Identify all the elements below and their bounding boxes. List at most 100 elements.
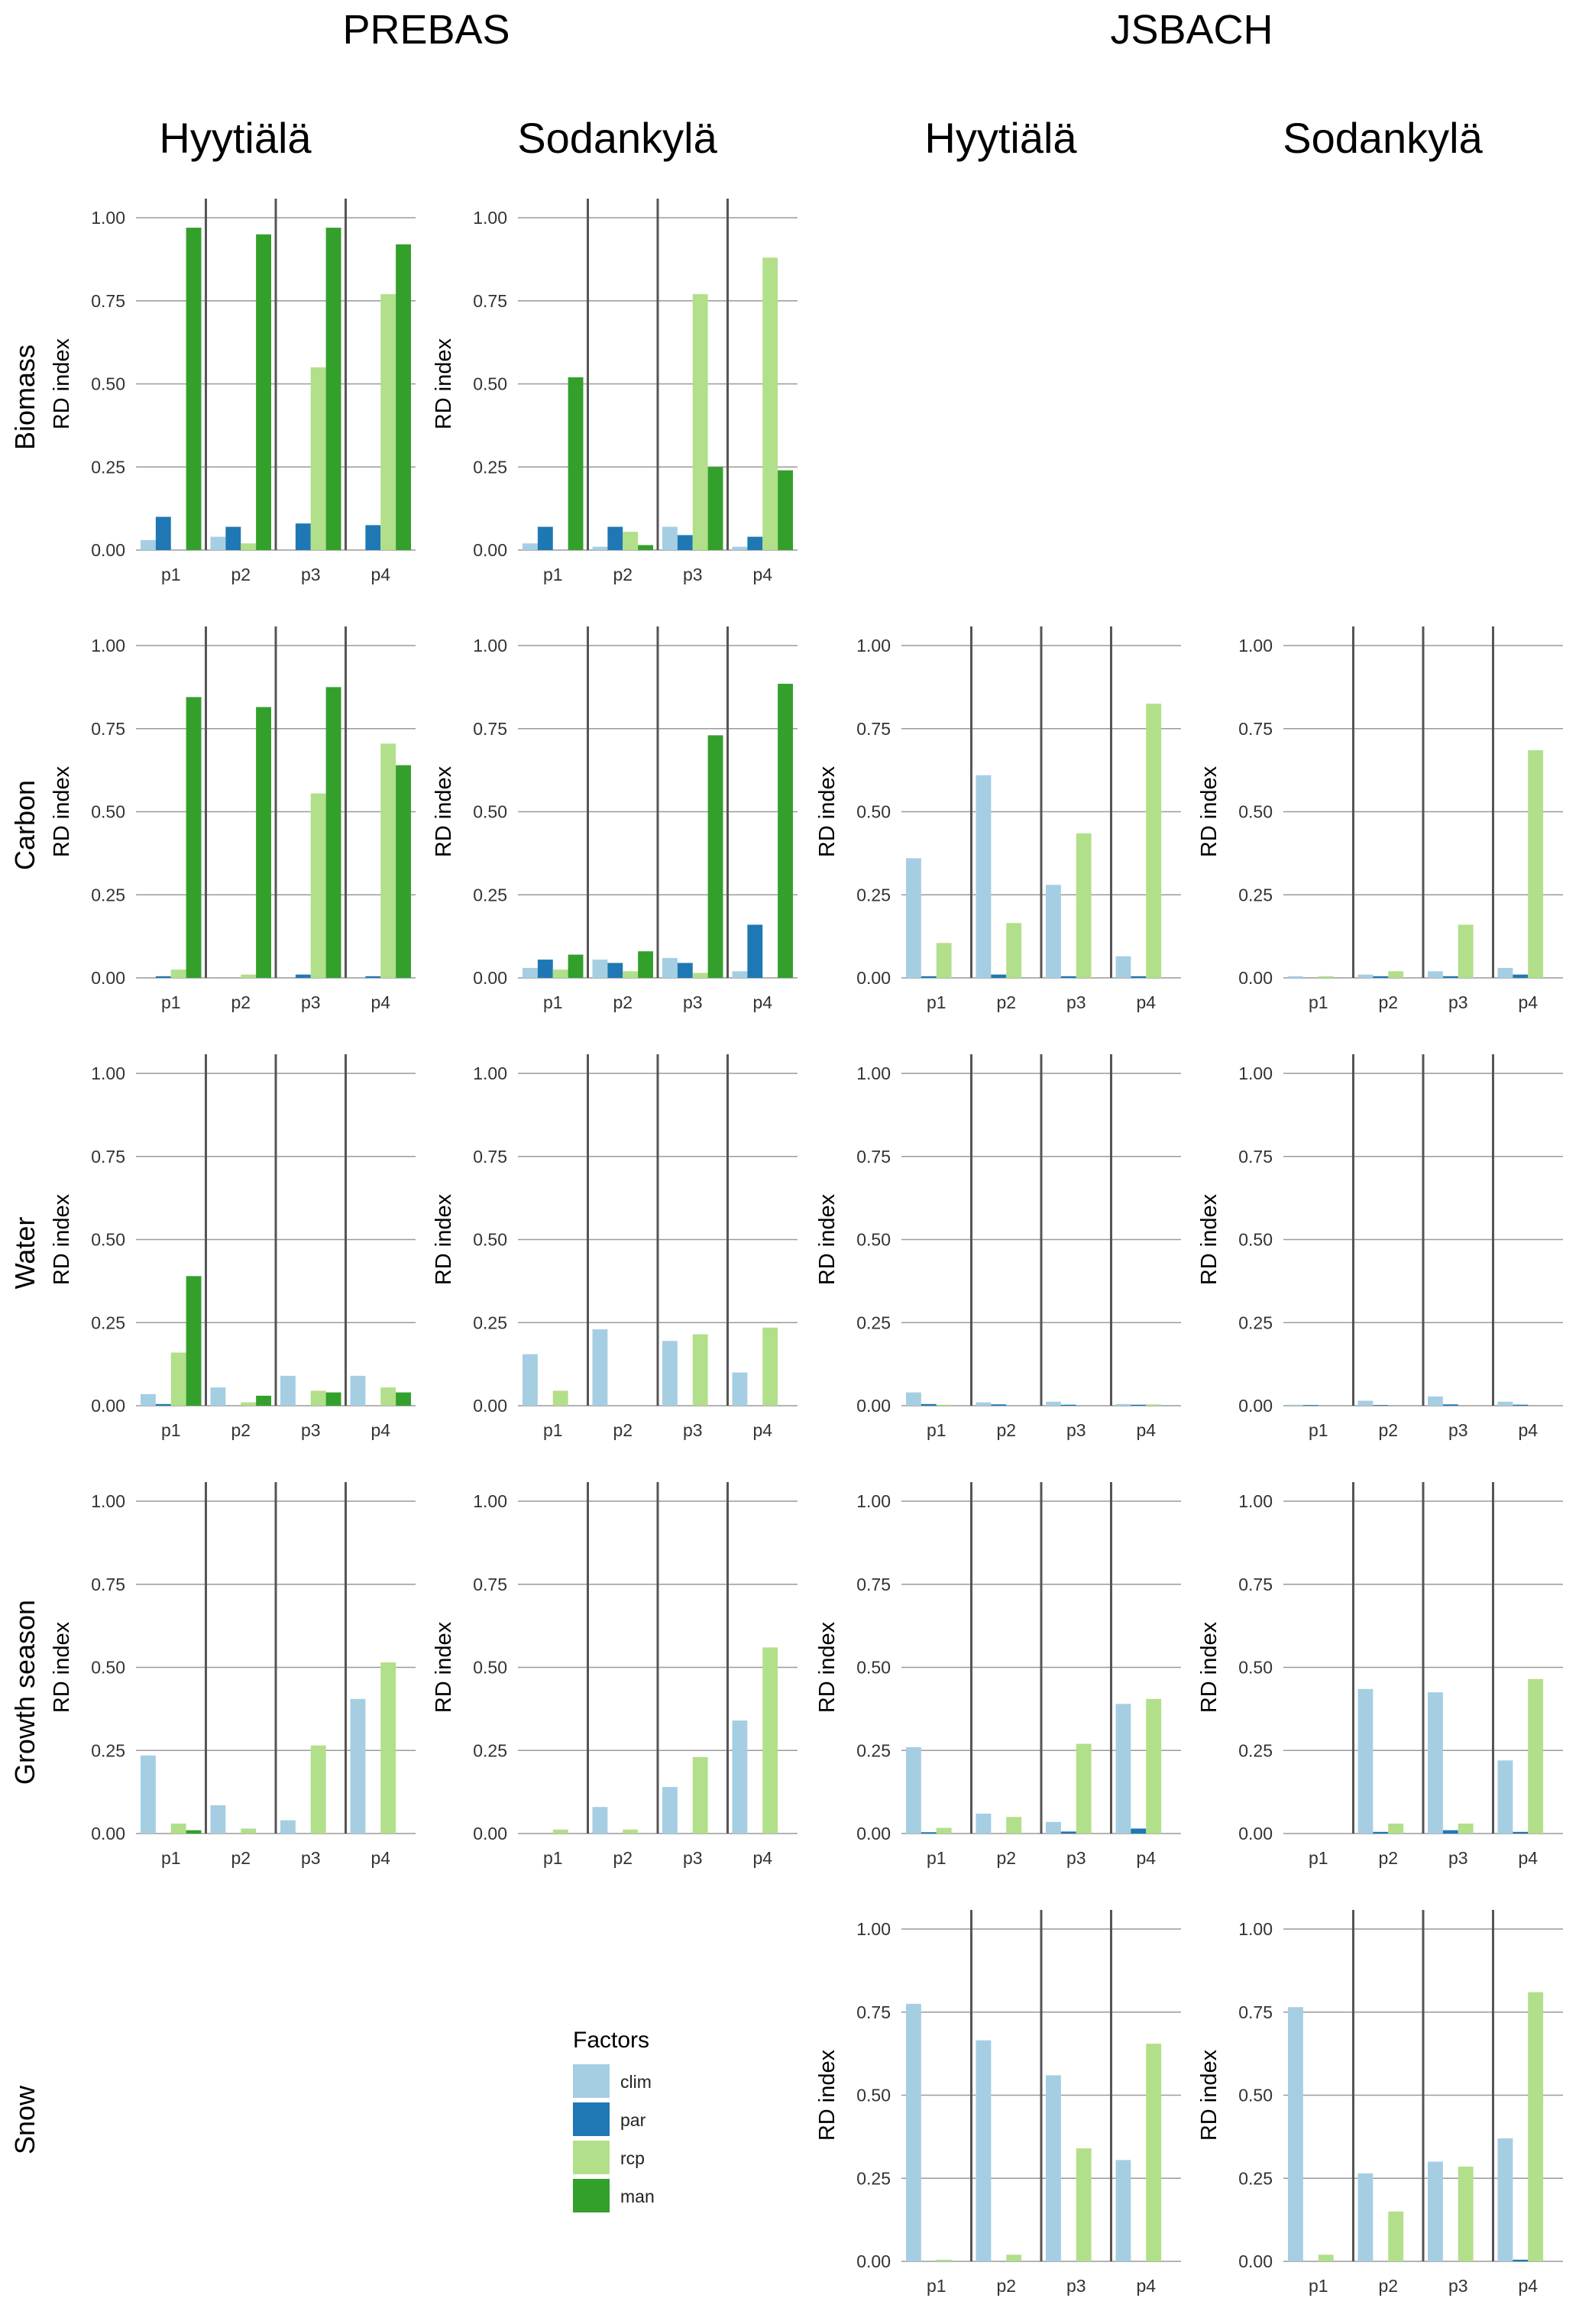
- panel-prebas-hyytiala-water: 0.00 0.25 0.50 0.75 1.00 RD index p1 p2 p3 p4: [50, 1054, 416, 1440]
- panel-prebas-hyytiala-growth-season-bar-p1-man: [186, 1830, 202, 1834]
- panel-jsbach-hyytiala-growth-season-bar-p3-clim: [1046, 1821, 1061, 1834]
- panel-prebas-hyytiala-growth-season-xtick: p4: [370, 1848, 390, 1868]
- panel-prebas-sodankyla-biomass: 0.00 0.25 0.50 0.75 1.00 RD index p1 p2 p3 p4: [432, 199, 798, 584]
- panel-prebas-hyytiala-water-xtick: p1: [161, 1420, 181, 1440]
- panel-jsbach-sodankyla-water-bar-p2-clim: [1357, 1400, 1374, 1406]
- panel-jsbach-hyytiala-snow-bar-p2-rcp: [1006, 2254, 1022, 2261]
- row-label-carbon: Carbon: [9, 780, 40, 870]
- panel-jsbach-sodankyla-water: 0.00 0.25 0.50 0.75 1.00 RD index p1 p2 p3 p4: [1197, 1054, 1563, 1440]
- panel-jsbach-hyytiala-growth-season-bar-p2-clim: [976, 1813, 992, 1834]
- panel-jsbach-sodankyla-growth-season-bar-p4-clim: [1497, 1760, 1513, 1834]
- panel-prebas-hyytiala-water-bar-p1-man: [186, 1276, 202, 1406]
- panel-prebas-hyytiala-carbon-ylabel: RD index: [50, 765, 74, 857]
- panel-jsbach-sodankyla-growth-season-bar-p2-clim: [1357, 1688, 1374, 1834]
- panel-jsbach-sodankyla-growth-season-bar-p3-clim: [1428, 1692, 1443, 1834]
- panel-jsbach-sodankyla-carbon-ytick: 0.00: [1238, 968, 1273, 988]
- panel-prebas-hyytiala-water-bar-p1-rcp: [170, 1352, 186, 1406]
- panel-prebas-hyytiala-carbon-xtick: p1: [161, 992, 181, 1012]
- panel-prebas-sodankyla-water-bar-p2-clim: [592, 1329, 608, 1406]
- panel-prebas-hyytiala-growth-season-ytick: 0.00: [91, 1824, 125, 1843]
- panel-jsbach-hyytiala-carbon-xtick: p3: [1066, 992, 1086, 1012]
- panel-prebas-hyytiala-growth-season: 0.00 0.25 0.50 0.75 1.00 RD index p1 p2 p3 p4: [50, 1482, 416, 1868]
- panel-prebas-sodankyla-water-bar-p4-clim: [732, 1372, 748, 1406]
- panel-prebas-hyytiala-water-ytick: 0.25: [91, 1313, 125, 1332]
- panel-prebas-sodankyla-growth-season-xtick: p1: [543, 1848, 563, 1868]
- panel-jsbach-sodankyla-carbon-xtick: p2: [1378, 992, 1398, 1012]
- panel-prebas-hyytiala-carbon-ytick: 0.75: [91, 719, 125, 739]
- panel-jsbach-sodankyla-growth-season-ytick: 0.50: [1238, 1658, 1273, 1678]
- panel-prebas-sodankyla-carbon-bar-p2-rcp: [623, 971, 639, 978]
- panel-jsbach-hyytiala-water-bar-p3-clim: [1046, 1401, 1061, 1406]
- panel-jsbach-hyytiala-growth-season-bar-p4-par: [1131, 1828, 1147, 1834]
- panel-jsbach-hyytiala-growth-season-bar-p3-rcp: [1076, 1743, 1092, 1834]
- panel-jsbach-sodankyla-growth-season-ytick: 1.00: [1238, 1491, 1273, 1511]
- panel-prebas-sodankyla-water-xtick: p3: [683, 1420, 703, 1440]
- panel-prebas-sodankyla-biomass-bar-p1-par: [537, 526, 553, 550]
- panel-jsbach-sodankyla-growth-season-ylabel: RD index: [1197, 1621, 1221, 1713]
- panel-jsbach-hyytiala-water-ytick: 0.25: [856, 1313, 891, 1332]
- panel-prebas-sodankyla-biomass-ylabel: RD index: [432, 338, 456, 429]
- panel-prebas-hyytiala-growth-season-bar-p1-rcp: [170, 1823, 186, 1834]
- panel-jsbach-hyytiala-growth-season-bar-p3-par: [1060, 1831, 1076, 1834]
- panel-jsbach-hyytiala-carbon-bar-p4-clim: [1115, 956, 1131, 978]
- panel-jsbach-sodankyla-carbon-bar-p3-clim: [1428, 971, 1443, 978]
- panel-jsbach-hyytiala-snow-bar-p4-rcp: [1146, 2044, 1162, 2261]
- panel-prebas-hyytiala-biomass-ylabel: RD index: [50, 338, 74, 429]
- panel-jsbach-hyytiala-growth-season-bar-p1-rcp: [936, 1827, 952, 1834]
- panel-jsbach-sodankyla-snow-bar-p2-clim: [1357, 2173, 1374, 2261]
- panel-jsbach-sodankyla-growth-season-xtick: p4: [1518, 1848, 1538, 1868]
- panel-jsbach-hyytiala-water-bar-p1-clim: [906, 1392, 921, 1406]
- panel-prebas-hyytiala-carbon-ytick: 0.25: [91, 885, 125, 905]
- panel-jsbach-hyytiala-growth-season-ytick: 0.50: [856, 1658, 891, 1678]
- panel-prebas-hyytiala-biomass-xtick: p4: [370, 565, 390, 584]
- panel-jsbach-sodankyla-snow-bar-p3-rcp: [1458, 2167, 1474, 2261]
- panel-prebas-hyytiala-biomass-ytick: 1.00: [91, 208, 125, 228]
- panel-prebas-hyytiala-biomass-xtick: p1: [161, 565, 181, 584]
- panel-prebas-hyytiala-growth-season-bar-p3-clim: [280, 1820, 296, 1834]
- panel-jsbach-hyytiala-growth-season-xtick: p1: [927, 1848, 946, 1868]
- panel-jsbach-hyytiala-growth-season-bar-p4-rcp: [1146, 1698, 1162, 1834]
- panel-jsbach-hyytiala-water-ytick: 0.75: [856, 1147, 891, 1167]
- panel-prebas-hyytiala-carbon-bar-p1-par: [155, 976, 171, 978]
- panel-jsbach-hyytiala-growth-season-ytick: 1.00: [856, 1491, 891, 1511]
- panel-jsbach-hyytiala-snow-ytick: 1.00: [856, 1919, 891, 1939]
- panel-jsbach-sodankyla-snow-bar-p3-clim: [1428, 2161, 1443, 2261]
- panel-prebas-sodankyla-water-bar-p1-rcp: [552, 1390, 568, 1406]
- panel-jsbach-hyytiala-water: 0.00 0.25 0.50 0.75 1.00 RD index p1 p2 p3 p4: [815, 1054, 1181, 1440]
- panel-prebas-hyytiala-growth-season-bar-p3-rcp: [310, 1745, 326, 1834]
- panel-jsbach-sodankyla-water-ytick: 0.50: [1238, 1230, 1273, 1250]
- panel-jsbach-sodankyla-snow-ylabel: RD index: [1197, 2049, 1221, 2141]
- panel-jsbach-sodankyla-water-ytick: 0.00: [1238, 1396, 1273, 1416]
- panel-jsbach-sodankyla-carbon-bar-p2-par: [1373, 976, 1389, 978]
- panel-prebas-hyytiala-water-ytick: 0.00: [91, 1396, 125, 1416]
- panel-jsbach-hyytiala-carbon-bar-p1-rcp: [936, 943, 952, 978]
- panel-prebas-hyytiala-biomass-bar-p2-par: [225, 526, 241, 550]
- panel-jsbach-hyytiala-carbon-bar-p3-rcp: [1076, 833, 1092, 978]
- panel-prebas-hyytiala-biomass-bar-p1-man: [186, 228, 202, 550]
- panel-jsbach-hyytiala-snow-ytick: 0.50: [856, 2086, 891, 2106]
- panel-prebas-hyytiala-biomass-bar-p4-par: [365, 525, 381, 550]
- panel-prebas-hyytiala-growth-season-bar-p4-rcp: [380, 1662, 396, 1834]
- panel-prebas-sodankyla-growth-season-bar-p2-clim: [592, 1807, 608, 1834]
- panel-jsbach-hyytiala-carbon-bar-p2-clim: [976, 775, 992, 978]
- row-label-biomass: Biomass: [9, 345, 40, 450]
- panel-prebas-hyytiala-carbon-xtick: p2: [231, 992, 251, 1012]
- panel-prebas-hyytiala-water-bar-p4-man: [396, 1392, 411, 1406]
- panel-jsbach-hyytiala-snow-bar-p4-clim: [1115, 2160, 1131, 2261]
- panel-prebas-sodankyla-carbon-bar-p4-clim: [732, 971, 748, 978]
- panel-prebas-hyytiala-carbon-bar-p2-rcp: [241, 974, 257, 978]
- panel-prebas-hyytiala-biomass-xtick: p3: [301, 565, 321, 584]
- panel-prebas-sodankyla-water-ytick: 0.50: [473, 1230, 507, 1250]
- panel-jsbach-hyytiala-growth-season-bar-p1-clim: [906, 1746, 921, 1834]
- panel-prebas-sodankyla-growth-season: 0.00 0.25 0.50 0.75 1.00 RD index p1 p2 p3 p4: [432, 1482, 798, 1868]
- panel-prebas-sodankyla-biomass-bar-p4-clim: [732, 546, 748, 550]
- panel-prebas-hyytiala-water-ytick: 1.00: [91, 1063, 125, 1083]
- panel-jsbach-sodankyla-water-ytick: 1.00: [1238, 1063, 1273, 1083]
- panel-jsbach-sodankyla-growth-season-bar-p2-rcp: [1388, 1823, 1404, 1834]
- panel-prebas-hyytiala-carbon-bar-p3-man: [325, 687, 341, 978]
- panel-prebas-sodankyla-growth-season-ytick: 0.75: [473, 1575, 507, 1594]
- legend-swatch-rcp: [573, 2141, 610, 2174]
- panel-jsbach-sodankyla-carbon-ylabel: RD index: [1197, 765, 1221, 857]
